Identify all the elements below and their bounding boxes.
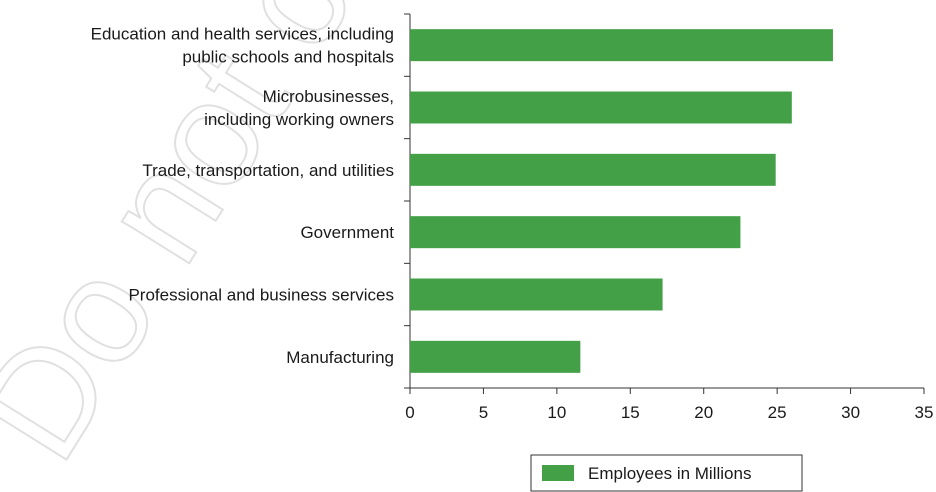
category-label: Education and health services, including [91, 25, 394, 44]
x-tick-label: 15 [621, 403, 640, 422]
category-label: Government [300, 223, 394, 242]
category-label: public schools and hospitals [182, 48, 394, 67]
x-tick-label: 5 [479, 403, 488, 422]
bars [410, 29, 833, 373]
bar [410, 216, 741, 249]
x-tick-label: 20 [694, 403, 713, 422]
legend-box [530, 454, 803, 492]
bar [410, 340, 581, 373]
category-label: Trade, transportation, and utilities [142, 161, 394, 180]
axes [404, 13, 924, 389]
x-tick-label: 0 [405, 403, 414, 422]
legend: Employees in Millions [530, 454, 803, 492]
bar [410, 278, 663, 311]
category-label: Professional and business services [128, 286, 394, 305]
bar [410, 29, 833, 62]
bar [410, 153, 776, 186]
category-label: Manufacturing [286, 348, 394, 367]
x-tick-label: 25 [768, 403, 787, 422]
x-tick-labels: 0 5 10 15 20 25 30 35 [405, 388, 933, 422]
legend-swatch [542, 465, 574, 481]
category-label: Microbusinesses, [263, 87, 394, 106]
x-tick-label: 10 [547, 403, 566, 422]
category-label: including working owners [204, 110, 394, 129]
category-labels: Education and health services, including… [91, 25, 395, 367]
legend-label: Employees in Millions [588, 464, 751, 483]
x-tick-label: 30 [841, 403, 860, 422]
bar [410, 91, 792, 124]
x-tick-label: 35 [915, 403, 934, 422]
